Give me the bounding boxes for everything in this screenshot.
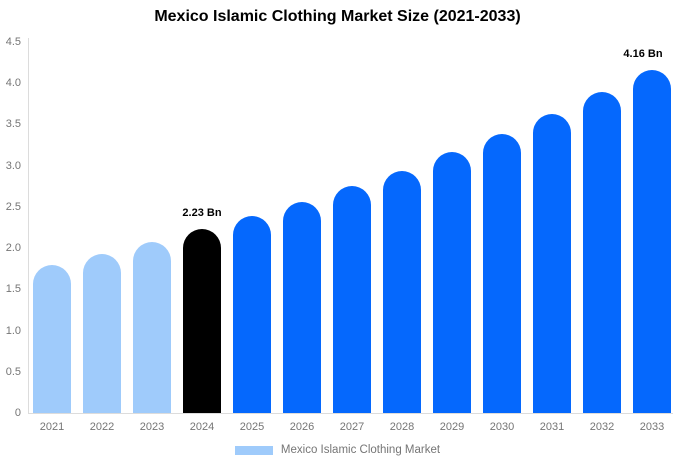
- bar-2029: [433, 152, 471, 413]
- x-tick-label: 2033: [639, 421, 665, 433]
- x-tick-label: 2030: [489, 421, 515, 433]
- bar-value-label: 2.23 Bn: [182, 207, 222, 220]
- x-tick-label: 2023: [139, 421, 165, 433]
- bar-2032: [583, 92, 621, 413]
- legend: Mexico Islamic Clothing Market: [0, 444, 675, 456]
- x-axis-line: [28, 413, 673, 414]
- bar-value-label: 4.16 Bn: [623, 48, 663, 61]
- y-tick-label: 3.0: [5, 159, 21, 172]
- y-tick-label: 1.5: [5, 283, 21, 296]
- x-tick-label: 2027: [339, 421, 365, 433]
- bar-2031: [533, 113, 571, 413]
- x-tick-label: 2031: [539, 421, 565, 433]
- bar-2026: [283, 201, 321, 413]
- x-tick-label: 2032: [589, 421, 615, 433]
- y-tick-label: 4.0: [5, 77, 21, 90]
- bar-2027: [333, 186, 371, 413]
- bar-2023: [133, 242, 171, 413]
- bar-2024: [183, 229, 221, 413]
- x-tick-label: 2021: [39, 421, 65, 433]
- legend-label: Mexico Islamic Clothing Market: [280, 444, 441, 456]
- y-tick-label: 1.0: [5, 324, 21, 337]
- bar-2033: [633, 70, 671, 413]
- y-tick-label: 4.5: [5, 36, 21, 48]
- x-tick-label: 2026: [289, 421, 315, 433]
- x-tick-label: 2029: [439, 421, 465, 433]
- y-tick-label: 0: [14, 407, 21, 419]
- y-axis-line: [28, 38, 29, 413]
- legend-swatch: [234, 445, 273, 455]
- y-tick-label: 2.0: [5, 242, 21, 255]
- y-tick-label: 3.5: [5, 118, 21, 131]
- x-tick-label: 2022: [89, 421, 115, 433]
- bar-2021: [33, 265, 71, 413]
- bar-2025: [233, 215, 271, 413]
- bar-2030: [483, 134, 521, 413]
- y-tick-label: 0.5: [5, 365, 21, 378]
- y-tick-label: 2.5: [5, 200, 21, 213]
- bar-2022: [83, 253, 121, 413]
- x-tick-label: 2028: [389, 421, 415, 433]
- x-tick-label: 2024: [189, 421, 215, 433]
- bar-2028: [383, 170, 421, 413]
- x-tick-label: 2025: [239, 421, 265, 433]
- chart-title: Mexico Islamic Clothing Market Size (202…: [154, 8, 521, 25]
